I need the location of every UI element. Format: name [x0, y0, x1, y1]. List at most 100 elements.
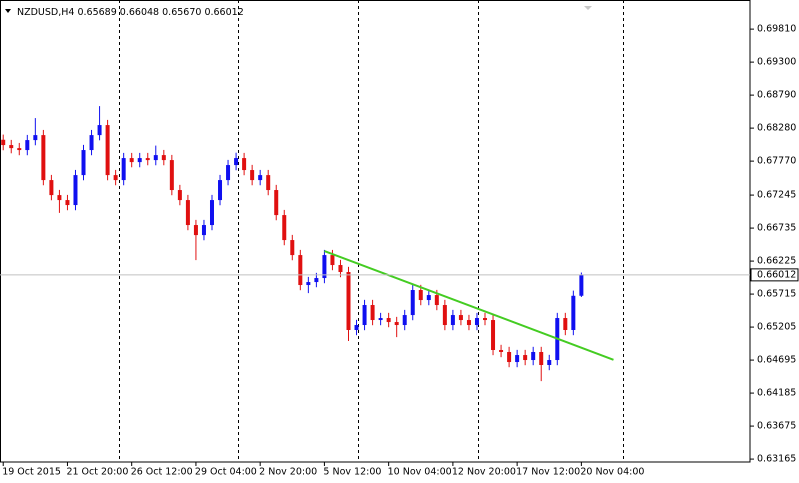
candle-body	[466, 320, 471, 326]
candle-body	[17, 148, 22, 151]
candle-body	[81, 150, 86, 176]
candle-body	[386, 318, 391, 323]
y-tick-label: 0.63165	[757, 454, 796, 465]
x-tick-label: 12 Nov 20:00	[452, 467, 516, 478]
candle-body	[242, 158, 247, 171]
candle-body	[523, 355, 528, 361]
y-tick-label: 0.67770	[757, 156, 796, 167]
candle-body	[418, 290, 423, 301]
header-open: 0.65689	[77, 7, 116, 18]
y-tick-label: 0.65205	[757, 322, 796, 333]
candle-body	[161, 155, 166, 161]
trendline	[324, 250, 614, 361]
candle-body	[402, 315, 407, 326]
x-tick-label: 2 Nov 20:00	[259, 467, 317, 478]
candle-body	[129, 158, 134, 163]
candle-body	[474, 318, 479, 326]
candle-body	[121, 158, 126, 181]
y-tick-label: 0.64185	[757, 388, 796, 399]
y-tick-label: 0.68280	[757, 123, 796, 134]
candle-body	[507, 352, 512, 363]
y-tick-label: 0.66735	[757, 223, 796, 234]
candle-body	[209, 200, 214, 226]
candle-body	[49, 180, 54, 196]
candle-body	[97, 125, 102, 136]
plot-border	[0, 0, 751, 463]
candle-body	[434, 295, 439, 306]
y-tick-label: 0.69300	[757, 57, 796, 68]
candle-body	[298, 255, 303, 286]
candle-body	[322, 255, 327, 279]
candle-body	[57, 195, 62, 201]
candle-body	[346, 272, 351, 330]
y-tick-label: 0.66225	[757, 256, 796, 267]
candle-body	[25, 140, 30, 151]
candle-body	[250, 170, 255, 181]
candle-body	[491, 320, 496, 350]
candle-body	[226, 165, 231, 181]
header: NZDUSD,H4 0.65689 0.66048 0.65670 0.6601…	[17, 7, 244, 18]
candle-body	[65, 200, 70, 206]
y-tick-label: 0.65715	[757, 289, 796, 300]
candle-body	[33, 135, 38, 141]
y-tick-label: 0.63675	[757, 421, 796, 432]
candle-body	[9, 145, 14, 149]
y-tick-label: 0.69810	[757, 24, 796, 35]
candle-body	[234, 158, 239, 166]
candle-body	[378, 318, 383, 321]
price-label: 0.66012	[757, 269, 796, 280]
candle-body	[362, 305, 367, 326]
candle-body	[579, 274, 584, 296]
candle-body	[442, 305, 447, 326]
candle-body	[394, 322, 399, 326]
candle-body	[41, 135, 46, 181]
y-tick-label: 0.68790	[757, 90, 796, 101]
candle-body	[73, 175, 78, 206]
candle-body	[539, 352, 544, 366]
y-tick-label: 0.67245	[757, 190, 796, 201]
candle-body	[531, 352, 536, 361]
candle-body	[258, 175, 263, 181]
candle-body	[153, 155, 158, 161]
candle-body	[370, 305, 375, 321]
header-low: 0.65670	[162, 7, 201, 18]
candle-body	[450, 315, 455, 326]
candle-body	[571, 295, 576, 330]
menu-arrow[interactable]	[5, 9, 11, 13]
candle-body	[314, 278, 319, 283]
candle-body	[193, 225, 198, 236]
candle-body	[290, 240, 295, 256]
x-tick-label: 17 Nov 12:00	[516, 467, 580, 478]
header-close: 0.66012	[204, 7, 243, 18]
candle-body	[306, 282, 311, 286]
x-tick-label: 29 Oct 04:00	[195, 467, 257, 478]
candle-body	[563, 318, 568, 330]
candle-body	[105, 125, 110, 176]
candle-body	[338, 265, 343, 273]
candle-body	[330, 255, 335, 266]
x-tick-label: 19 Oct 2015	[2, 467, 61, 478]
candle-body	[483, 318, 488, 321]
x-tick-label: 20 Nov 04:00	[580, 467, 644, 478]
candle-body	[1, 139, 6, 146]
candle-body	[274, 190, 279, 216]
candle-body	[218, 180, 223, 201]
candle-body	[145, 158, 150, 161]
shift-marker	[584, 6, 592, 10]
candle-body	[410, 290, 415, 316]
candle-body	[169, 160, 174, 191]
candle-body	[137, 158, 142, 163]
candle-body	[282, 215, 287, 241]
candle-body	[354, 325, 359, 330]
candle-body	[201, 225, 206, 236]
candle-body	[499, 349, 504, 352]
x-tick-label: 26 Oct 12:00	[131, 467, 193, 478]
candle-body	[266, 175, 271, 191]
x-tick-label: 21 Oct 20:00	[66, 467, 128, 478]
candle-body	[458, 315, 463, 321]
candle-body	[177, 190, 182, 201]
symbol: NZDUSD,H4	[17, 7, 74, 18]
y-tick-label: 0.64695	[757, 355, 796, 366]
